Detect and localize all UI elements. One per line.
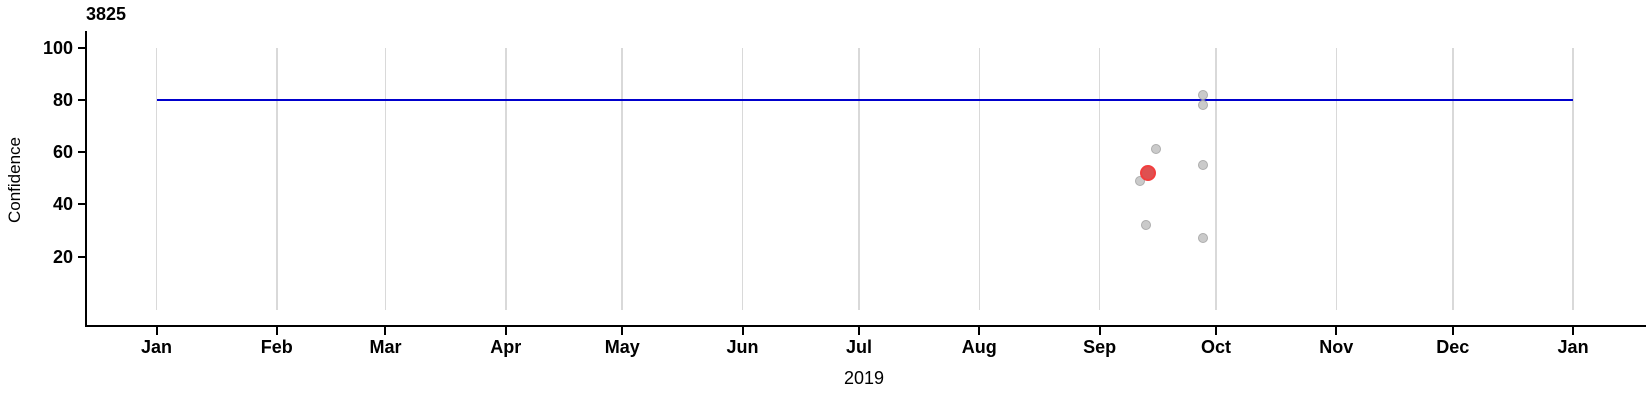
x-tick (275, 327, 278, 335)
data-point[interactable] (1198, 160, 1209, 171)
y-tick (78, 255, 86, 258)
x-tick (1451, 327, 1454, 335)
x-tick-label: Jul (845, 337, 872, 357)
x-tick-label: Dec (1436, 337, 1470, 357)
y-tick-label: 80 (52, 89, 73, 110)
month-gridline (1335, 47, 1338, 310)
month-gridline (276, 47, 278, 310)
x-tick-label: Aug (961, 337, 997, 357)
month-gridline (384, 47, 387, 310)
x-tick (1572, 327, 1575, 335)
data-point[interactable] (1198, 89, 1209, 100)
data-point[interactable] (1151, 144, 1162, 155)
x-tick (1098, 327, 1101, 335)
x-axis-year-label: 2019 (843, 368, 885, 388)
x-tick-label: Jan (1557, 337, 1589, 357)
y-tick-label: 20 (52, 246, 73, 267)
x-tick (155, 327, 158, 335)
month-gridline (1452, 47, 1454, 310)
x-tick (384, 327, 387, 335)
x-tick (857, 327, 860, 335)
x-tick (741, 327, 744, 335)
data-point[interactable] (1141, 220, 1152, 231)
x-tick-label: Jun (726, 337, 759, 357)
month-gridline (741, 47, 744, 310)
month-gridline (858, 47, 860, 310)
x-tick (978, 327, 981, 335)
month-gridline (978, 47, 981, 310)
month-gridline (1098, 47, 1101, 310)
month-gridline (1215, 47, 1217, 310)
chart-title: 3825 (86, 4, 127, 24)
highlighted-data-point[interactable] (1139, 165, 1156, 182)
x-tick (1335, 327, 1338, 335)
x-tick-label: Nov (1319, 337, 1354, 357)
month-gridline (1572, 47, 1574, 310)
y-axis-line (85, 31, 87, 327)
x-tick-label: May (604, 337, 640, 357)
y-tick (78, 46, 86, 49)
y-tick (78, 98, 86, 101)
x-tick-label: Jan (140, 337, 173, 357)
data-point[interactable] (1198, 233, 1209, 244)
x-tick-label: Feb (260, 337, 293, 357)
y-tick-label: 100 (42, 37, 73, 58)
x-tick (621, 327, 624, 335)
y-tick (78, 203, 86, 206)
x-axis-line (85, 325, 1646, 327)
x-tick-label: Oct (1200, 337, 1231, 357)
data-point[interactable] (1198, 100, 1209, 111)
month-gridline (155, 47, 158, 310)
reference-line (156, 99, 1574, 101)
x-tick (1215, 327, 1217, 335)
y-tick (78, 151, 86, 154)
x-tick (504, 327, 507, 335)
month-gridline (505, 47, 507, 310)
month-gridline (621, 47, 623, 310)
y-tick-label: 60 (52, 142, 73, 163)
x-tick-label: Mar (369, 337, 402, 357)
x-tick-label: Apr (490, 337, 522, 357)
y-tick-label: 40 (52, 194, 73, 215)
x-tick-label: Sep (1083, 337, 1117, 357)
